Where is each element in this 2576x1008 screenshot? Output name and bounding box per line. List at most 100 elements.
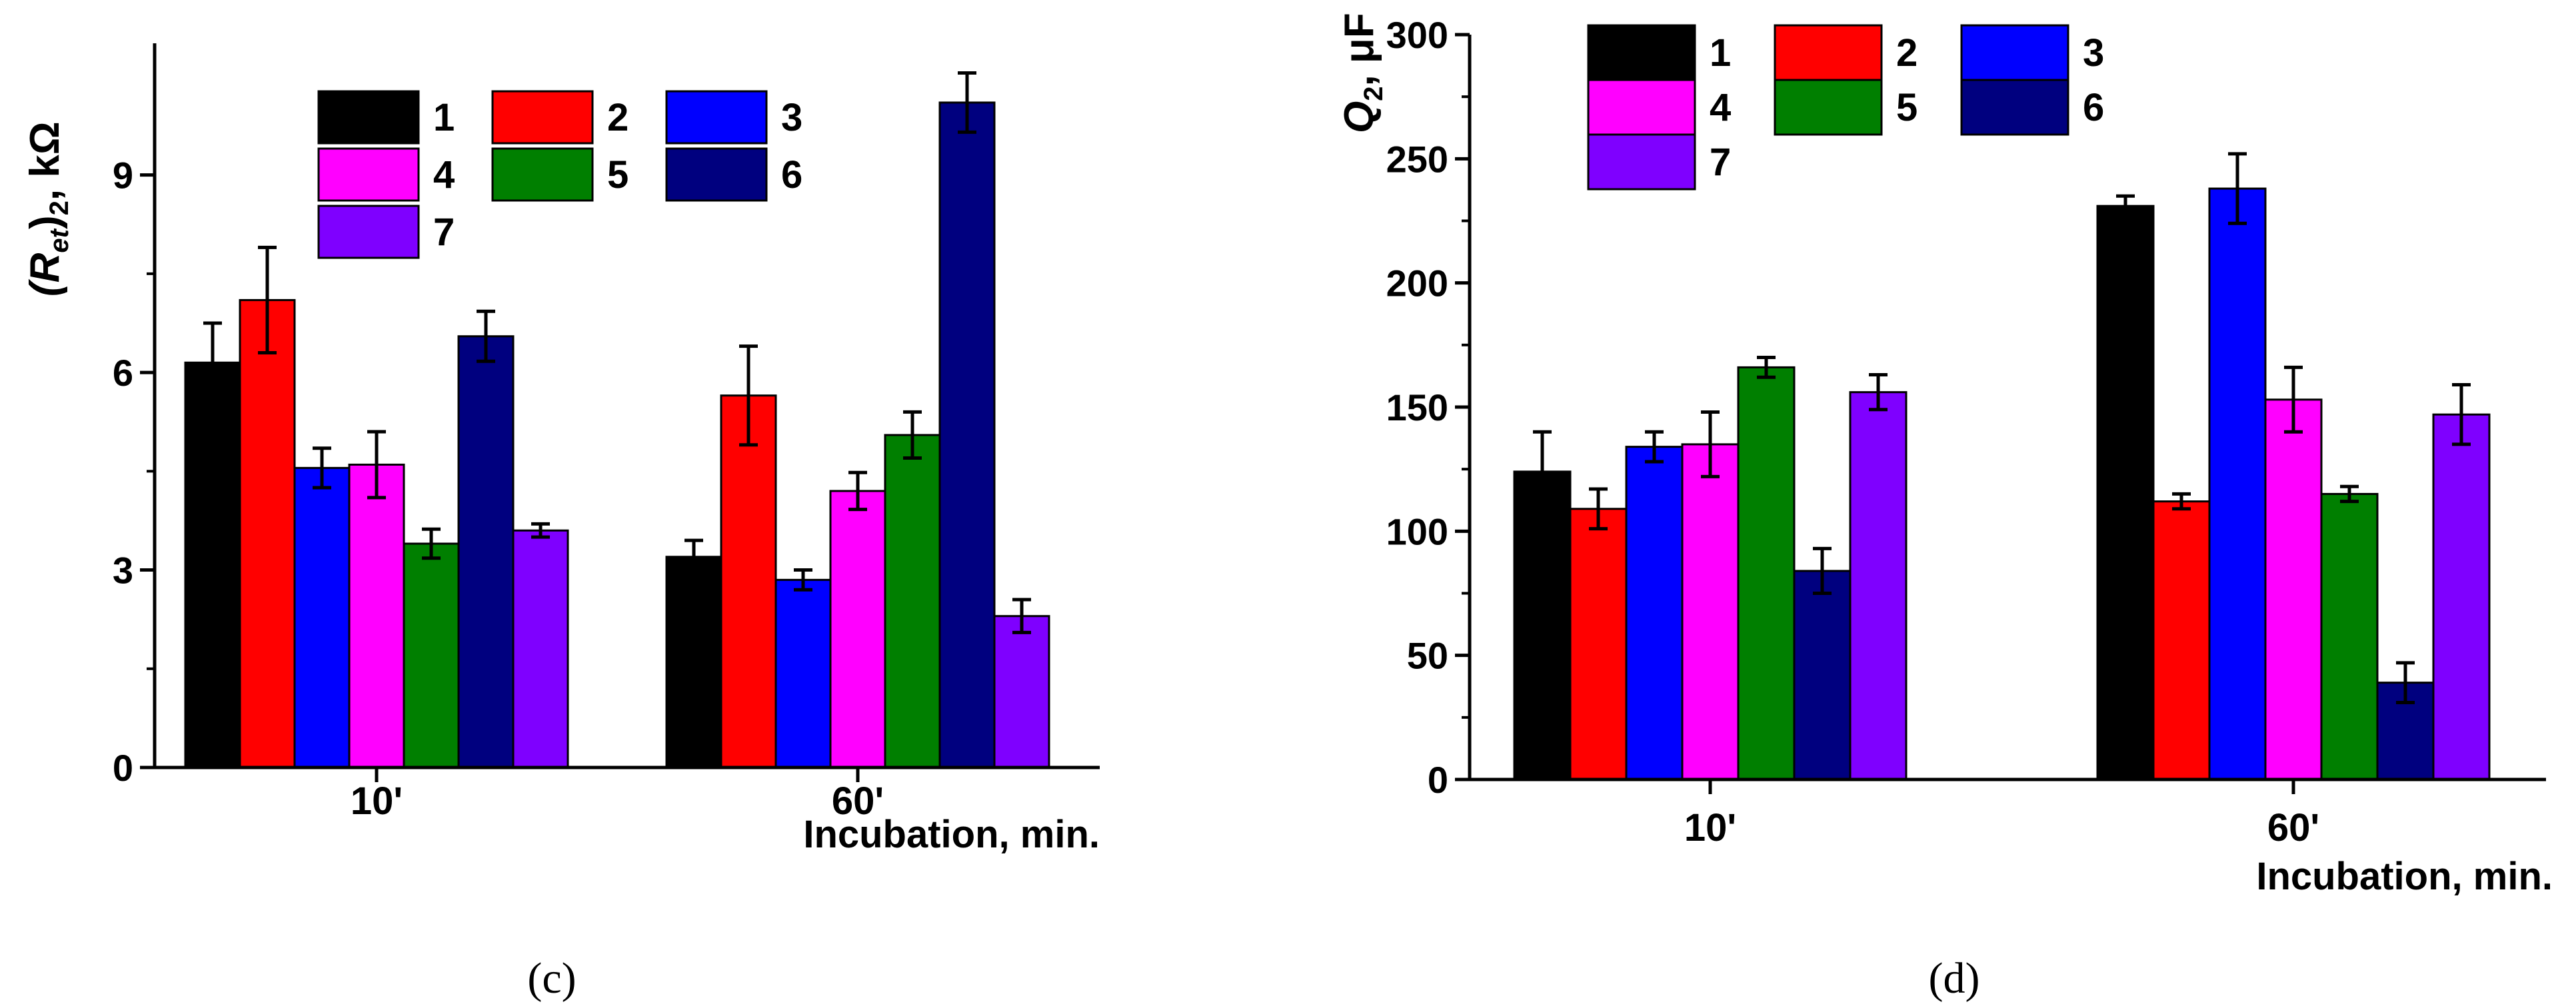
legend-item-5: 5	[1774, 79, 1918, 136]
x-category-label: 60'	[832, 779, 884, 823]
legend-swatch	[665, 147, 768, 202]
bar-series-4-cat-2	[829, 490, 886, 769]
chart-panel-d: 0 50 100 150 200 250 300 10' 60' 1 2 3 4 5 6 7 Incuba…	[1336, 13, 2553, 1003]
bar-series-3-cat-1	[1625, 446, 1684, 781]
legend-item-6: 6	[665, 147, 802, 202]
bars-group	[1513, 187, 2491, 781]
error-bar-series-3-cat-1	[1645, 430, 1664, 464]
legend: 1 2 3 4 5 6 7	[317, 90, 802, 259]
error-bar-series-7-cat-2	[2452, 382, 2471, 446]
bar-series-2-cat-1	[1569, 508, 1628, 781]
bar-series-2-cat-2	[2152, 500, 2211, 781]
bar-series-7-cat-2	[2432, 413, 2491, 781]
y-tick-label: 9	[113, 155, 133, 197]
legend: 1 2 3 4 5 6 7	[1587, 24, 2104, 191]
legend-item-2: 2	[491, 90, 629, 145]
error-bar-series-7-cat-2	[1012, 598, 1031, 634]
axes-group	[153, 43, 1100, 769]
y-tick-label: 200	[1386, 262, 1448, 304]
error-bar-series-5-cat-1	[422, 527, 441, 560]
legend-swatch	[491, 147, 594, 202]
legend-item-3: 3	[1960, 24, 2104, 81]
bar-series-3-cat-2	[774, 578, 832, 769]
bar-series-7-cat-1	[512, 529, 569, 769]
error-bar-series-3-cat-2	[794, 568, 812, 592]
legend-label: 5	[1896, 86, 1918, 129]
y-tick-label: 50	[1407, 635, 1448, 677]
error-bars-group	[203, 71, 1031, 634]
error-bar-series-5-cat-1	[1757, 355, 1776, 379]
legend-item-1: 1	[1587, 24, 1731, 81]
bar-series-6-cat-2	[938, 101, 996, 769]
error-bar-series-4-cat-2	[2284, 365, 2303, 434]
legend-swatch	[1587, 133, 1696, 191]
legend-swatch	[1960, 79, 2069, 136]
legend-label: 7	[433, 211, 455, 254]
legend-item-3: 3	[665, 90, 802, 145]
bar-series-5-cat-2	[2320, 492, 2379, 781]
error-bar-series-2-cat-2	[2172, 492, 2191, 511]
legend-label: 4	[1710, 86, 1731, 129]
x-axis-title: Incubation, min.	[2256, 855, 2553, 898]
error-bars-group	[1533, 152, 2471, 704]
legend-swatch	[317, 90, 420, 145]
bar-series-1-cat-1	[184, 361, 241, 769]
bar-series-6-cat-1	[1793, 570, 1852, 781]
panel-label-d: (d)	[1929, 954, 1980, 1003]
legend-item-1: 1	[317, 90, 455, 145]
bar-series-4-cat-1	[348, 463, 405, 769]
bar-series-2-cat-1	[239, 298, 296, 769]
x-category-label: 60'	[2267, 806, 2319, 849]
chart-panel-c: 0 3 6 9 10' 60' 1 2 3 4 5 6 7 Incubation, min. (Re…	[22, 43, 1100, 1003]
error-bar-series-2-cat-1	[258, 245, 277, 354]
legend-swatch	[1960, 24, 2069, 81]
legend-label: 1	[1710, 31, 1731, 75]
legend-item-2: 2	[1774, 24, 1918, 81]
error-bar-series-7-cat-1	[531, 522, 550, 539]
y-ticks-group: 0 50 100 150 200 250 300	[1386, 14, 1470, 801]
bar-series-3-cat-1	[293, 466, 351, 769]
error-bar-series-1-cat-1	[1533, 430, 1552, 514]
error-bar-series-6-cat-1	[477, 309, 495, 363]
legend-label: 3	[781, 96, 802, 139]
bar-series-5-cat-1	[1737, 366, 1796, 781]
bar-series-7-cat-2	[993, 615, 1050, 769]
bar-series-1-cat-1	[1513, 470, 1572, 781]
legend-swatch	[1587, 24, 1696, 81]
legend-item-6: 6	[1960, 79, 2104, 136]
legend-swatch	[665, 90, 768, 145]
bar-series-1-cat-2	[665, 556, 722, 769]
panel-label-c: (c)	[527, 954, 576, 1003]
legend-label: 4	[433, 153, 455, 197]
y-tick-label: 300	[1386, 14, 1448, 56]
legend-label: 7	[1710, 141, 1731, 184]
legend-item-7: 7	[1587, 133, 1731, 191]
error-bar-series-1-cat-2	[684, 538, 703, 575]
x-category-label: 10'	[351, 779, 403, 823]
y-tick-label: 150	[1386, 386, 1448, 428]
bars-group	[184, 101, 1050, 769]
legend-swatch	[1774, 24, 1883, 81]
legend-item-4: 4	[1587, 79, 1731, 136]
legend-item-5: 5	[491, 147, 629, 202]
y-tick-label: 3	[113, 550, 133, 592]
bar-series-1-cat-2	[2096, 205, 2155, 781]
y-tick-label: 100	[1386, 510, 1448, 552]
x-category-label: 10'	[1684, 806, 1736, 849]
bar-series-6-cat-1	[457, 335, 515, 769]
legend-label: 2	[1896, 31, 1918, 75]
legend-swatch	[491, 90, 594, 145]
error-bar-series-4-cat-1	[367, 430, 386, 500]
legend-label: 6	[2083, 86, 2104, 129]
bar-series-7-cat-1	[1849, 391, 1908, 781]
error-bar-series-2-cat-2	[739, 344, 758, 447]
error-bar-series-6-cat-1	[1813, 546, 1832, 595]
legend-label: 5	[607, 153, 629, 197]
error-bar-series-7-cat-1	[1869, 373, 1888, 412]
error-bar-series-3-cat-2	[2228, 152, 2247, 225]
y-tick-label: 250	[1386, 138, 1448, 180]
legend-swatch	[1587, 79, 1696, 136]
y-axis-title: (Ret)2, kΩ	[22, 121, 74, 296]
legend-label: 6	[781, 153, 802, 197]
